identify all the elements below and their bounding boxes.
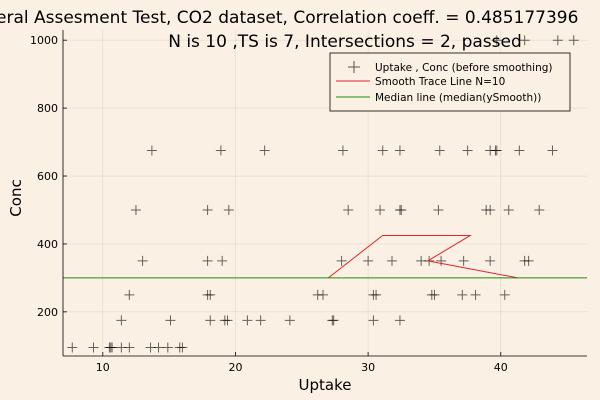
scatter-point: [107, 342, 118, 353]
scatter-point: [205, 315, 216, 326]
scatter-point: [396, 204, 407, 215]
scatter-point: [146, 145, 157, 156]
scatter-point: [394, 145, 405, 156]
scatter-point: [503, 204, 514, 215]
scatter-point: [343, 204, 354, 215]
scatter-point: [255, 315, 266, 326]
scatter-point: [433, 204, 444, 215]
y-tick-label: 200: [37, 306, 58, 319]
scatter-point: [458, 255, 469, 266]
scatter-point: [67, 342, 78, 353]
scatter-point: [462, 145, 473, 156]
scatter-point: [552, 35, 563, 46]
legend-box: [329, 52, 571, 112]
scatter-point: [284, 315, 295, 326]
scatter-point: [375, 204, 386, 215]
scatter-point: [202, 204, 213, 215]
scatter-point: [457, 289, 468, 300]
legend-item-smooth: Smooth Trace Line N=10: [336, 76, 505, 88]
scatter-point: [202, 255, 213, 266]
scatter-point: [368, 315, 379, 326]
legend-label-median: Median line (median(ySmooth)): [375, 92, 541, 104]
y-tick-label: 400: [37, 238, 58, 251]
scatter-point: [499, 289, 510, 300]
legend-label-smooth: Smooth Trace Line N=10: [375, 76, 505, 88]
scatter-point: [485, 255, 496, 266]
scatter-point: [215, 145, 226, 156]
legend-item-scatter: Uptake , Conc (before smoothing): [348, 61, 552, 74]
y-axis-label: Conc: [7, 179, 25, 216]
scatter-point: [177, 342, 188, 353]
scatter-point: [336, 255, 347, 266]
scatter-point: [318, 289, 329, 300]
y-tick-label: 600: [37, 170, 58, 183]
x-tick-label: 10: [96, 361, 110, 374]
scatter-point: [223, 204, 234, 215]
scatter-point: [162, 342, 173, 353]
scatter-point: [568, 35, 579, 46]
scatter-point: [547, 145, 558, 156]
x-tick-label: 40: [494, 361, 508, 374]
scatter-point: [434, 145, 445, 156]
scatter-point: [485, 204, 496, 215]
axes: [62, 30, 587, 357]
y-tick-label: 1000: [30, 34, 58, 47]
scatter-point: [377, 145, 388, 156]
scatter-point: [205, 289, 216, 300]
tick-labels: 10 20 30 40 200 400 600 800 1000: [30, 34, 508, 374]
scatter-point: [137, 255, 148, 266]
scatter-point: [222, 315, 233, 326]
scatter-point: [337, 145, 348, 156]
scatter-point: [523, 255, 534, 266]
scatter-point: [88, 342, 99, 353]
scatter-point: [165, 315, 176, 326]
scatter-point: [519, 35, 530, 46]
scatter-point: [436, 255, 447, 266]
chart-title: eral Assesment Test, CO2 dataset, Correl…: [0, 8, 578, 28]
data-layer: [63, 35, 587, 353]
chart-subtitle: N is 10 ,TS is 7, Intersections = 2, pas…: [168, 32, 522, 52]
x-axis-label: Uptake: [299, 376, 352, 394]
scatter-point: [116, 315, 127, 326]
scatter-point: [394, 315, 405, 326]
scatter-point: [259, 145, 270, 156]
scatter-point: [371, 289, 382, 300]
scatter-point: [363, 255, 374, 266]
scatter-point: [491, 35, 502, 46]
x-tick-label: 30: [361, 361, 375, 374]
scatter-point: [130, 204, 141, 215]
scatter-point: [534, 204, 545, 215]
legend-item-median: Median line (median(ySmooth)): [336, 92, 541, 104]
x-tick-label: 20: [228, 361, 242, 374]
legend-label-scatter: Uptake , Conc (before smoothing): [375, 62, 552, 74]
scatter-point: [429, 289, 440, 300]
scatter-point: [124, 342, 135, 353]
scatter-point: [328, 315, 339, 326]
y-tick-label: 800: [37, 102, 58, 115]
scatter-point: [242, 315, 253, 326]
scatter-point: [217, 255, 228, 266]
scatter-point: [491, 145, 502, 156]
scatter-point: [124, 289, 135, 300]
legend: Uptake , Conc (before smoothing) Smooth …: [329, 52, 571, 112]
smooth-trace-line: [328, 234, 519, 279]
scatter-point: [514, 145, 525, 156]
scatter-point: [153, 342, 164, 353]
scatter-point: [470, 289, 481, 300]
scatter-point: [386, 255, 397, 266]
